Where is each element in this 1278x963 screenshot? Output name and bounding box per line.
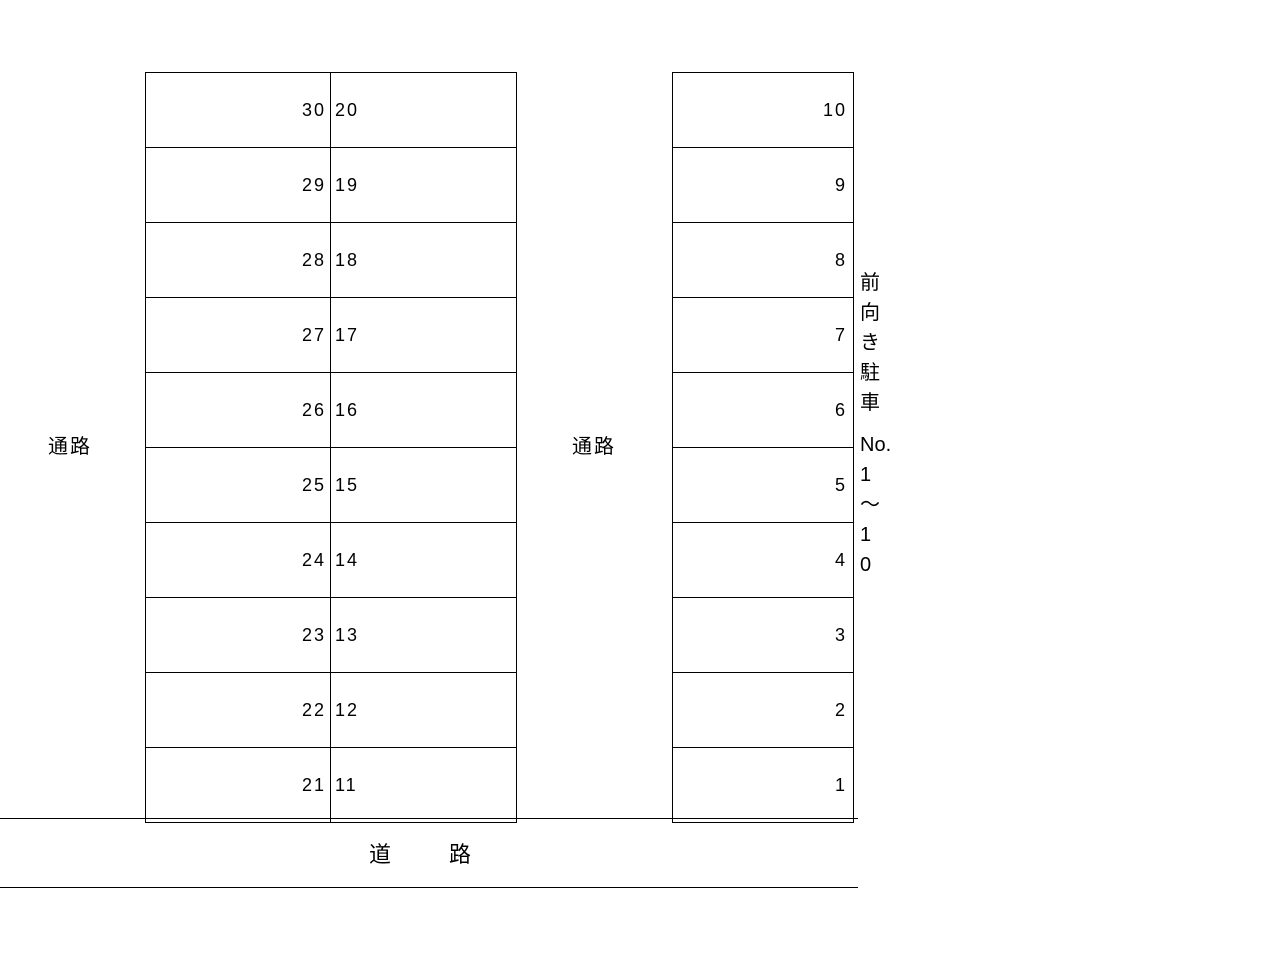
cell: 16 <box>331 373 516 447</box>
table-row: 23 13 <box>146 598 516 673</box>
cell: 14 <box>331 523 516 597</box>
parking-block-left: 30 20 29 19 28 18 27 17 26 16 25 15 24 1… <box>145 72 517 823</box>
table-row: 7 <box>673 298 853 373</box>
note-char: 車 <box>860 388 891 418</box>
cell: 24 <box>146 523 331 597</box>
cell: 21 <box>146 748 331 822</box>
note-spacer <box>860 418 891 430</box>
cell: 29 <box>146 148 331 222</box>
cell: 28 <box>146 223 331 297</box>
note-char: 駐 <box>860 358 891 388</box>
table-row: 10 <box>673 73 853 148</box>
note-char: 1 <box>860 460 891 490</box>
table-row: 2 <box>673 673 853 748</box>
cell: 11 <box>331 748 516 822</box>
note-char: 0 <box>860 550 891 580</box>
cell: 1 <box>673 748 853 822</box>
cell: 6 <box>673 373 853 447</box>
cell: 12 <box>331 673 516 747</box>
cell: 2 <box>673 673 853 747</box>
note-char: き <box>860 328 891 358</box>
table-row: 6 <box>673 373 853 448</box>
cell: 10 <box>673 73 853 147</box>
table-row: 25 15 <box>146 448 516 523</box>
cell: 17 <box>331 298 516 372</box>
cell: 5 <box>673 448 853 522</box>
table-row: 28 18 <box>146 223 516 298</box>
table-row: 27 17 <box>146 298 516 373</box>
cell: 30 <box>146 73 331 147</box>
cell: 3 <box>673 598 853 672</box>
table-row: 1 <box>673 748 853 822</box>
road: 道 路 <box>0 818 858 888</box>
cell: 8 <box>673 223 853 297</box>
cell: 13 <box>331 598 516 672</box>
cell: 27 <box>146 298 331 372</box>
cell: 19 <box>331 148 516 222</box>
aisle-label-right: 通路 <box>572 430 616 459</box>
aisle-label-left: 通路 <box>48 430 92 459</box>
cell: 15 <box>331 448 516 522</box>
forward-parking-note: 前 向 き 駐 車 No. 1 〜 1 0 <box>860 268 891 580</box>
cell: 23 <box>146 598 331 672</box>
cell: 26 <box>146 373 331 447</box>
table-row: 4 <box>673 523 853 598</box>
cell: 4 <box>673 523 853 597</box>
note-char: 1 <box>860 520 891 550</box>
table-row: 9 <box>673 148 853 223</box>
cell: 7 <box>673 298 853 372</box>
table-row: 29 19 <box>146 148 516 223</box>
table-row: 21 11 <box>146 748 516 822</box>
table-row: 22 12 <box>146 673 516 748</box>
cell: 22 <box>146 673 331 747</box>
parking-block-right: 10 9 8 7 6 5 4 3 2 1 <box>672 72 854 823</box>
table-row: 24 14 <box>146 523 516 598</box>
road-label: 道 路 <box>369 837 489 869</box>
table-row: 26 16 <box>146 373 516 448</box>
note-char: No. <box>860 430 891 460</box>
table-row: 30 20 <box>146 73 516 148</box>
table-row: 5 <box>673 448 853 523</box>
cell: 20 <box>331 73 516 147</box>
table-row: 3 <box>673 598 853 673</box>
note-char: 向 <box>860 298 891 328</box>
note-char: 前 <box>860 268 891 298</box>
note-char: 〜 <box>860 490 891 520</box>
cell: 18 <box>331 223 516 297</box>
parking-diagram: 通路 30 20 29 19 28 18 27 17 26 16 25 15 2… <box>0 0 1278 963</box>
cell: 9 <box>673 148 853 222</box>
cell: 25 <box>146 448 331 522</box>
table-row: 8 <box>673 223 853 298</box>
